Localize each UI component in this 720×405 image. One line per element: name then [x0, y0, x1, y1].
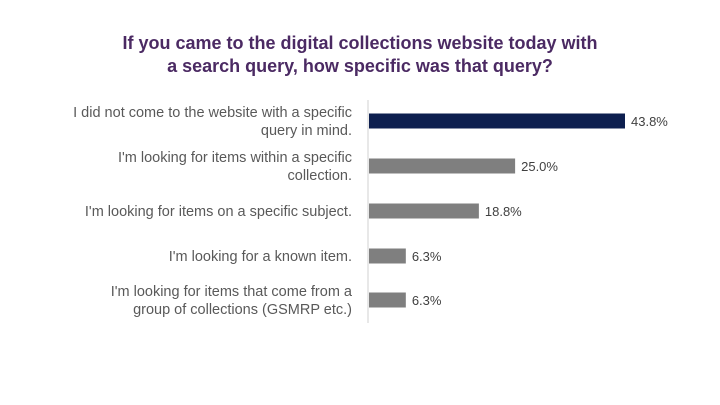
bar-2	[369, 158, 516, 174]
category-label-1-line-2: query in mind.	[261, 123, 352, 139]
category-label-2-line-1: I'm looking for items within a specific	[118, 150, 352, 166]
value-label-3: 18.8%	[485, 204, 522, 219]
chart-title: If you came to the digital collections w…	[0, 32, 720, 78]
category-label-5-line-1: I'm looking for items that come from a	[111, 284, 353, 300]
bar-1	[369, 113, 625, 129]
value-label-2: 25.0%	[521, 159, 558, 174]
value-label-5: 6.3%	[412, 293, 442, 308]
category-label-2-line-2: collection.	[288, 168, 352, 184]
bar-5	[369, 292, 406, 308]
chart-title-line-2: a search query, how specific was that qu…	[167, 56, 553, 76]
category-label-4-line-1: I'm looking for a known item.	[169, 249, 352, 265]
category-label-5-line-2: group of collections (GSMRP etc.)	[133, 302, 352, 318]
category-label-3-line-1: I'm looking for items on a specific subj…	[85, 204, 352, 220]
value-label-1: 43.8%	[631, 114, 668, 129]
chart-title-line-1: If you came to the digital collections w…	[122, 33, 598, 53]
category-label-1-line-1: I did not come to the website with a spe…	[73, 105, 352, 121]
bar-4	[369, 248, 406, 264]
bar-3	[369, 203, 479, 219]
value-label-4: 6.3%	[412, 249, 442, 264]
